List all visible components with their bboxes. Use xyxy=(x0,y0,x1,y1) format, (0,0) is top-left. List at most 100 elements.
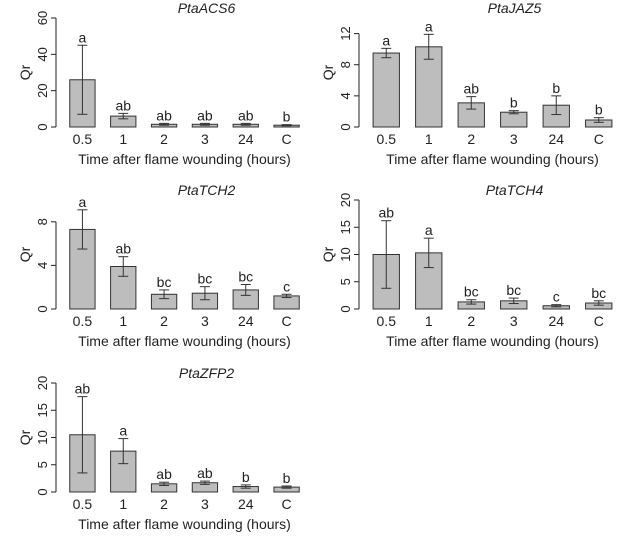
significance-letter: ab xyxy=(463,81,479,97)
significance-letter: a xyxy=(425,222,433,238)
y-axis-label: Qr xyxy=(17,429,33,445)
x-tick-label: 3 xyxy=(201,131,209,147)
y-tick-label: 15 xyxy=(338,220,353,234)
y-tick-label: 20 xyxy=(35,83,50,97)
y-tick-label: 8 xyxy=(35,218,50,225)
significance-letter: c xyxy=(283,278,290,294)
y-axis-label: Qr xyxy=(320,64,336,80)
x-tick-label: 2 xyxy=(160,496,168,512)
y-axis-label: Qr xyxy=(320,246,336,262)
y-tick-label: 0 xyxy=(338,123,353,130)
chart-title: PtaTCH2 xyxy=(178,182,236,198)
significance-letter: bc xyxy=(238,268,253,284)
y-tick-label: 0 xyxy=(35,488,50,495)
y-axis-label: Qr xyxy=(17,246,33,262)
x-tick-label: C xyxy=(594,313,604,329)
significance-letter: b xyxy=(595,102,603,118)
significance-letter: bc xyxy=(506,282,521,298)
y-tick-label: 0 xyxy=(338,305,353,312)
x-tick-label: 2 xyxy=(160,313,168,329)
significance-letter: b xyxy=(283,470,291,486)
panel-ptazfp2: 05101520Qrab0.5a1ab2ab3b24bCPtaZFP2Time … xyxy=(17,365,300,532)
x-tick-label: 1 xyxy=(119,496,127,512)
x-tick-label: 2 xyxy=(467,131,475,147)
x-axis-label: Time after flame wounding (hours) xyxy=(78,516,291,532)
significance-letter: bc xyxy=(157,274,172,290)
significance-letter: a xyxy=(382,32,390,48)
significance-letter: b xyxy=(510,95,518,111)
x-tick-label: 0.5 xyxy=(377,131,397,147)
chart-title: PtaZFP2 xyxy=(179,365,234,381)
significance-letter: ab xyxy=(197,465,213,481)
significance-letter: b xyxy=(283,109,291,125)
x-tick-label: 0.5 xyxy=(377,313,397,329)
x-tick-label: 0.5 xyxy=(73,313,93,329)
y-tick-label: 0 xyxy=(35,123,50,130)
x-tick-label: 1 xyxy=(425,131,433,147)
x-tick-label: 2 xyxy=(160,131,168,147)
x-tick-label: 24 xyxy=(238,313,254,329)
significance-letter: b xyxy=(242,469,250,485)
y-tick-label: 4 xyxy=(338,92,353,99)
x-tick-label: 3 xyxy=(510,131,518,147)
y-tick-label: 12 xyxy=(338,26,353,40)
significance-letter: ab xyxy=(115,241,131,257)
x-axis-label: Time after flame wounding (hours) xyxy=(78,151,291,167)
y-tick-label: 8 xyxy=(338,61,353,68)
bar xyxy=(415,46,443,128)
significance-letter: a xyxy=(119,423,127,439)
x-tick-label: 24 xyxy=(548,131,564,147)
chart-title: PtaACS6 xyxy=(178,0,236,16)
x-tick-label: 24 xyxy=(238,496,254,512)
x-tick-label: 3 xyxy=(201,496,209,512)
x-axis-label: Time after flame wounding (hours) xyxy=(78,333,291,349)
x-tick-label: 1 xyxy=(425,313,433,329)
panel-ptatch2: 0 4 8 Qr a 0.5 ab 1 bc 2 bc 3 bc 24 c C PtaTCH2 Time afte… xyxy=(17,182,300,349)
x-tick-label: 1 xyxy=(119,131,127,147)
y-tick-label: 4 xyxy=(35,262,50,269)
significance-letter: a xyxy=(425,18,433,34)
significance-letter: a xyxy=(79,29,87,45)
significance-letter: bc xyxy=(464,284,479,300)
x-tick-label: 1 xyxy=(119,313,127,329)
significance-letter: c xyxy=(553,289,560,305)
y-axis-label: Qr xyxy=(17,64,33,80)
y-tick-label: 40 xyxy=(35,47,50,61)
bar xyxy=(500,111,528,128)
x-tick-label: 24 xyxy=(548,313,564,329)
y-tick-label: 10 xyxy=(338,247,353,261)
significance-letter: b xyxy=(552,80,560,96)
significance-letter: ab xyxy=(238,107,254,123)
y-tick-label: 20 xyxy=(338,193,353,207)
x-tick-label: 3 xyxy=(201,313,209,329)
chart-title: PtaJAZ5 xyxy=(488,0,542,16)
significance-letter: ab xyxy=(115,97,131,113)
y-tick-label: 60 xyxy=(35,11,50,25)
chart-title: PtaTCH4 xyxy=(486,182,544,198)
significance-letter: ab xyxy=(156,107,172,123)
x-tick-label: C xyxy=(282,313,292,329)
x-tick-label: 2 xyxy=(467,313,475,329)
panel-ptaacs6: 0 20 40 60 Qr a 0.5 ab 1 ab 2 ab 3 ab 24 bC PtaACS6 Time … xyxy=(17,0,300,167)
x-tick-label: C xyxy=(594,131,604,147)
x-tick-label: 0.5 xyxy=(73,131,93,147)
x-axis-label: Time after flame wounding (hours) xyxy=(386,333,599,349)
y-tick-label: 20 xyxy=(35,376,50,390)
significance-letter: ab xyxy=(156,466,172,482)
x-tick-label: 0.5 xyxy=(73,496,93,512)
y-tick-label: 10 xyxy=(35,430,50,444)
y-tick-label: 0 xyxy=(35,305,50,312)
significance-letter: a xyxy=(79,194,87,210)
y-tick-label: 15 xyxy=(35,403,50,417)
x-tick-label: C xyxy=(282,131,292,147)
x-tick-label: 24 xyxy=(238,131,254,147)
panel-ptatch4: 0 5 10 15 20 Qr ab 0.5 a 1 bc 2 bc 3 c 24 bc C PtaTCH4 Time… xyxy=(320,182,613,349)
significance-letter: ab xyxy=(75,381,91,397)
bar xyxy=(372,52,400,128)
y-tick-label: 5 xyxy=(338,278,353,285)
x-axis-label: Time after flame wounding (hours) xyxy=(386,151,599,167)
significance-letter: ab xyxy=(197,107,213,123)
y-tick-label: 5 xyxy=(35,461,50,468)
